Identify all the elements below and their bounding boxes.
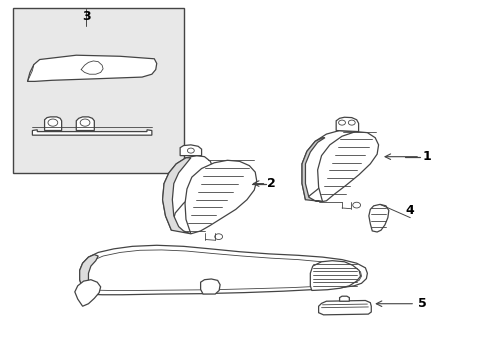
Polygon shape	[80, 245, 366, 295]
Polygon shape	[368, 204, 388, 232]
Polygon shape	[318, 301, 370, 315]
Polygon shape	[32, 130, 152, 135]
Polygon shape	[184, 160, 256, 234]
Text: 2: 2	[266, 177, 275, 190]
Bar	[13, 8, 183, 173]
Polygon shape	[335, 117, 358, 132]
Polygon shape	[80, 255, 98, 289]
Polygon shape	[27, 55, 157, 81]
Polygon shape	[200, 279, 220, 294]
Text: 5: 5	[417, 297, 426, 310]
Text: 1: 1	[422, 150, 431, 163]
Text: 3: 3	[81, 10, 90, 23]
Polygon shape	[180, 145, 201, 156]
Polygon shape	[317, 132, 378, 202]
Polygon shape	[75, 280, 101, 306]
Polygon shape	[339, 296, 348, 301]
Polygon shape	[44, 117, 61, 131]
Polygon shape	[162, 156, 212, 230]
Polygon shape	[76, 117, 94, 131]
Polygon shape	[302, 138, 325, 202]
Polygon shape	[162, 158, 190, 234]
Polygon shape	[310, 261, 360, 291]
Text: 4: 4	[405, 204, 414, 217]
Polygon shape	[302, 131, 361, 200]
